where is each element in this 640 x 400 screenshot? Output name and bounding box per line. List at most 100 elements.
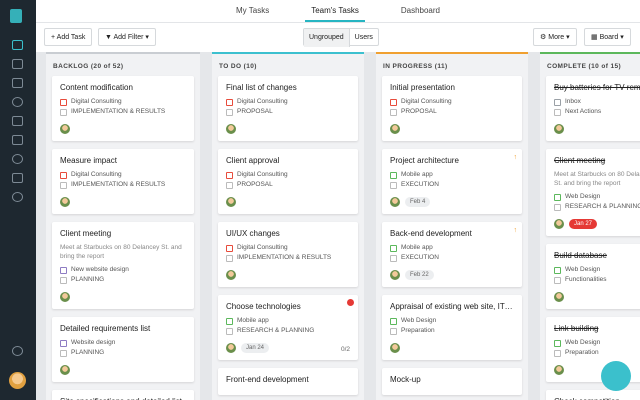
task-title: Buy batteries for TV remote — [554, 83, 640, 92]
subtask-count: 0/2 — [340, 346, 350, 353]
stage-icon — [554, 349, 561, 357]
nav-icon[interactable] — [12, 59, 23, 69]
task-card[interactable]: ↑ Project architecture Mobile app EXECUTION… — [382, 149, 522, 214]
view-button[interactable]: ▦ Board ▾ — [584, 28, 631, 46]
task-card[interactable]: Build database Web Design Functionalities — [546, 244, 640, 309]
stage-tag: PROPOSAL — [226, 107, 350, 117]
project-name: Web Design — [401, 317, 437, 324]
help-icon[interactable] — [12, 346, 23, 356]
assignee-avatar — [390, 270, 400, 280]
project-name: Mobile app — [401, 244, 433, 251]
assignee-avatar — [390, 124, 400, 134]
tab[interactable]: My Tasks — [236, 6, 270, 15]
nav-icon[interactable] — [12, 135, 23, 145]
nav-icon[interactable] — [12, 192, 23, 202]
task-card[interactable]: Check competition — [546, 390, 640, 400]
project-icon — [390, 98, 397, 106]
card-footer: Feb 22 — [390, 269, 514, 281]
stage-tag: PROPOSAL — [226, 180, 350, 190]
task-card[interactable]: Buy batteries for TV remote Inbox Next Act… — [546, 76, 640, 141]
column-header: TO DO (10) — [212, 52, 364, 76]
project-tag: Digital Consulting — [226, 243, 350, 253]
toggle-option[interactable]: Ungrouped — [304, 29, 350, 47]
more-button[interactable]: ⚙ More ▾ — [533, 28, 577, 46]
project-icon — [226, 98, 233, 106]
assignee-avatar — [390, 197, 400, 207]
priority-icon: ↑ — [513, 154, 518, 161]
column: BACKLOG (20 of 52) Content modification Di… — [46, 52, 200, 400]
toggle-option[interactable]: Users — [354, 34, 373, 41]
task-title: Link building — [554, 324, 599, 333]
task-card[interactable]: Client approval Digital Consulting PROPOSA… — [218, 149, 358, 214]
task-card[interactable]: Mock-up — [382, 368, 522, 395]
nav-icon[interactable] — [12, 116, 23, 126]
stage-icon — [226, 254, 233, 262]
project-icon — [390, 317, 397, 325]
stage-name: Preparation — [565, 349, 599, 356]
assignee-avatar — [554, 292, 564, 302]
nav-icon[interactable] — [12, 78, 23, 88]
card-footer: Jan 27 — [554, 218, 640, 230]
stage-tag: PLANNING — [60, 275, 186, 285]
project-name: Digital Consulting — [237, 171, 288, 178]
task-card[interactable]: Client meeting Meet at Starbucks on 80 De… — [52, 222, 194, 309]
alert-badge — [347, 299, 354, 306]
project-tag: Digital Consulting — [60, 97, 186, 107]
task-card[interactable]: Final list of changes Digital Consulting P… — [218, 76, 358, 141]
stage-name: PROPOSAL — [401, 108, 437, 115]
stage-tag: Next Actions — [554, 107, 640, 117]
card-footer — [226, 196, 350, 208]
task-card[interactable]: UI/UX changes Digital Consulting IMPLEMENT… — [218, 222, 358, 287]
task-title: Project architecture — [390, 156, 459, 165]
task-card[interactable]: Choose technologies Mobile app RESEARCH & … — [218, 295, 358, 360]
project-icon — [60, 266, 67, 274]
card-footer — [60, 196, 186, 208]
stage-icon — [226, 181, 233, 189]
project-name: Website design — [71, 339, 116, 346]
task-card[interactable]: Detailed requirements list Website design… — [52, 317, 194, 382]
assignee-avatar — [226, 343, 236, 353]
user-avatar[interactable] — [9, 372, 26, 389]
project-icon — [390, 244, 397, 252]
column: TO DO (10) Final list of changes Digital C… — [212, 52, 364, 400]
nav-icon[interactable] — [12, 97, 23, 107]
task-title: Choose technologies — [226, 302, 301, 311]
card-footer — [60, 291, 186, 303]
project-icon — [390, 171, 397, 179]
task-card[interactable]: Measure impact Digital Consulting IMPLEMEN… — [52, 149, 194, 214]
task-card[interactable]: Site specifications and detailed list — [52, 390, 194, 400]
project-name: Digital Consulting — [71, 98, 122, 105]
task-card[interactable]: Front-end development — [218, 368, 358, 395]
stage-icon — [390, 181, 397, 189]
tab[interactable]: Dashboard — [400, 6, 440, 15]
task-card[interactable]: ↑ Back-end development Mobile app EXECUTION… — [382, 222, 522, 287]
logo[interactable] — [10, 9, 22, 23]
add-task-button[interactable]: + Add Task — [44, 28, 93, 46]
group-toggle[interactable]: Ungrouped Users — [303, 28, 379, 47]
task-card[interactable]: Appraisal of existing web site, IT syste… — [382, 295, 522, 360]
stage-tag: IMPLEMENTATION & RESULTS — [60, 180, 186, 190]
task-card[interactable]: Client meeting Meet at Starbucks on 80 De… — [546, 149, 640, 236]
task-title: Client approval — [226, 156, 280, 165]
stage-name: PLANNING — [71, 349, 105, 356]
chat-button[interactable] — [601, 361, 631, 391]
nav-icon[interactable] — [12, 40, 23, 50]
label: More — [548, 34, 565, 41]
project-tag: Digital Consulting — [226, 170, 350, 180]
add-filter-button[interactable]: ▼ Add Filter ▾ — [98, 28, 156, 46]
tab[interactable]: Team's Tasks — [305, 0, 365, 22]
project-tag: Digital Consulting — [226, 97, 350, 107]
project-icon — [554, 266, 561, 274]
task-card[interactable]: Initial presentation Digital Consulting PR… — [382, 76, 522, 141]
task-card[interactable]: Link building Web Design Preparation — [546, 317, 640, 382]
task-card[interactable]: Content modification Digital Consulting IM… — [52, 76, 194, 141]
stage-name: Preparation — [401, 327, 435, 334]
nav-icon[interactable] — [12, 173, 23, 183]
task-title: Front-end development — [226, 375, 309, 384]
nav-icon[interactable] — [12, 154, 23, 164]
label: Add Task — [56, 34, 86, 41]
project-icon — [226, 244, 233, 252]
project-tag: Digital Consulting — [60, 170, 186, 180]
project-tag: Mobile app — [390, 243, 514, 253]
